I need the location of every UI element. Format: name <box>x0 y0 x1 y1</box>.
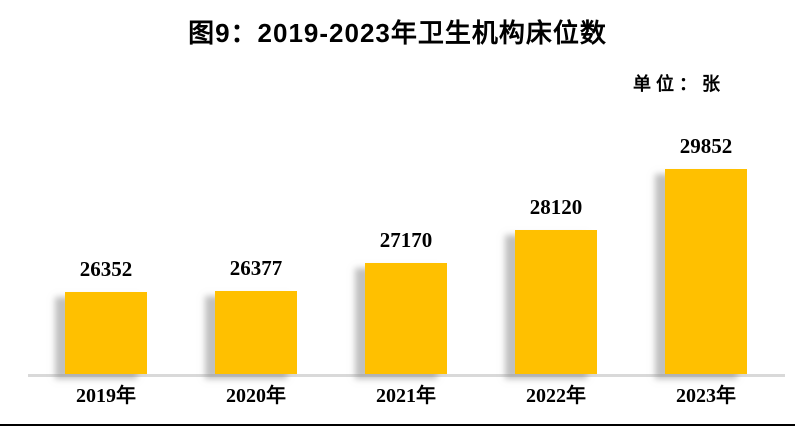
chart-title: 图9：2019-2023年卫生机构床位数 <box>188 18 607 48</box>
category-label: 2023年 <box>676 385 736 407</box>
bar-value-label: 26377 <box>229 256 283 280</box>
bar <box>515 230 597 374</box>
bar-group-2021年: 27170 <box>331 230 481 374</box>
bar <box>365 263 447 374</box>
bar-value-label: 28120 <box>529 195 583 219</box>
bar-group-2020年: 26377 <box>181 258 331 374</box>
bar-value-label: 27170 <box>379 228 433 252</box>
category-label: 2020年 <box>226 385 286 407</box>
bar <box>665 169 747 374</box>
category-label: 2021年 <box>376 385 436 407</box>
bar-value-label: 29852 <box>679 134 733 158</box>
bar-value-label: 26352 <box>79 257 133 281</box>
bar <box>215 291 297 374</box>
page-bottom-rule <box>0 424 795 426</box>
bar-group-2023年: 29852 <box>631 136 781 374</box>
bar-group-2022年: 28120 <box>481 197 631 374</box>
bar-group-2019年: 26352 <box>31 259 181 374</box>
unit-label: 单位：张 <box>633 74 725 94</box>
category-label: 2022年 <box>526 385 586 407</box>
x-axis-line <box>28 374 785 377</box>
bar <box>65 292 147 374</box>
category-label: 2019年 <box>76 385 136 407</box>
